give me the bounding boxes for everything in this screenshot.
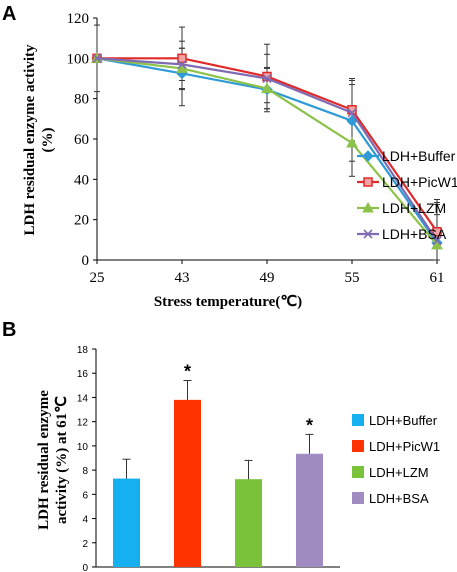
chart-a-x-tick-label: 49 [260, 270, 275, 286]
chart-a-x-tick-label: 43 [175, 270, 190, 286]
chart-a-point-ldh-picw1 [432, 227, 442, 237]
panel-a-letter: A [2, 3, 16, 25]
panel-b-letter: B [2, 319, 16, 341]
chart-a-y-tick-label: 80 [74, 92, 89, 108]
chart-a-point-ldh-bsa-stroke [347, 108, 357, 118]
chart-a-y-tick-label: 0 [82, 253, 90, 269]
chart-b-legend-swatch-ldh-picw1 [352, 440, 364, 452]
chart-a-legend-marker-ldh-buffer [362, 150, 374, 162]
chart-b-legend-label-ldh-buffer: LDH+Buffer [369, 413, 438, 428]
chart-b-y-tick-label: 10 [77, 442, 89, 453]
chart-a-legend-label-ldh-bsa: LDH+BSA [382, 226, 447, 242]
chart-a-point-ldh-bsa-stroke [262, 73, 272, 84]
chart-a-y-tick-label: 100 [67, 51, 90, 67]
chart-b-legend-swatch-ldh-lzm [352, 466, 364, 478]
chart-a-y-tick-label: 40 [74, 172, 89, 188]
chart-a-legend-marker-ldh-picw1 [363, 177, 373, 187]
chart-a-legend-label-ldh-picw1: LDH+PicW1 [382, 174, 457, 190]
chart-a-legend-label-ldh-lzm: LDH+LZM [382, 200, 446, 216]
chart-a-point-ldh-lzm [346, 137, 358, 148]
chart-a-point-ldh-bsa-stroke [432, 236, 442, 246]
chart-a: 0 20 40 60 80 100 120 25 43 49 55 61 LDH+Buffer LDH+P… [67, 11, 457, 286]
chart-a-legend-label-ldh-buffer: LDH+Buffer [382, 148, 456, 164]
chart-a-y-tick-label: 120 [67, 11, 90, 27]
chart-a-x-tick-label: 55 [345, 270, 360, 286]
chart-a-y-tick-label: 60 [74, 132, 89, 148]
chart-b-bar-ldh-picw1 [174, 399, 201, 567]
chart-a-x-tick-label: 25 [90, 270, 105, 286]
chart-a-ylabel-line2: (%) [40, 128, 56, 153]
chart-a-point-ldh-bsa [92, 53, 102, 63]
chart-b-bar-ldh-bsa [296, 453, 323, 567]
chart-b-y-tick-label: 18 [77, 345, 89, 356]
chart-b-ylabel-line1: LDH residual enzyme [36, 390, 52, 530]
chart-a-point-ldh-bsa-stroke [177, 59, 187, 69]
chart-a-point-ldh-bsa-stroke [92, 53, 102, 63]
chart-b-legend-label-ldh-picw1: LDH+PicW1 [369, 439, 440, 454]
chart-a-point-ldh-bsa [432, 236, 442, 246]
chart-b-legend-label-ldh-lzm: LDH+LZM [369, 465, 429, 480]
chart-a-y-tick-label: 20 [74, 213, 89, 229]
chart-a-xlabel: Stress temperature(℃) [154, 294, 302, 310]
chart-a-legend-marker-ldh-bsa [363, 229, 373, 239]
chart-b-y-tick-label: 6 [82, 490, 88, 501]
chart-b-y-tick-label: 12 [77, 418, 89, 429]
chart-a-point-ldh-picw1 [262, 71, 272, 82]
chart-b: 0 2 4 6 8 10 12 14 16 18 * * LDH+Buffer LDH+PicW1 LDH+… [77, 345, 440, 572]
chart-b-ylabel-line2: activity (%) at 61℃ [54, 396, 70, 524]
chart-b-legend-swatch-ldh-bsa [352, 492, 364, 504]
chart-b-y-tick-label: 8 [82, 466, 88, 477]
chart-b-y-tick-label: 4 [82, 515, 88, 526]
chart-b-y-tick-label: 2 [82, 539, 88, 550]
chart-a-point-ldh-picw1 [177, 53, 187, 64]
chart-b-legend-swatch-ldh-buffer [352, 414, 364, 426]
chart-a-ylabel-line1: LDH residual enzyme activity [22, 44, 38, 235]
chart-b-bar-ldh-lzm [235, 479, 262, 567]
chart-a-point-ldh-bsa [262, 73, 272, 84]
chart-b-y-tick-label: 14 [77, 393, 89, 404]
chart-b-significance-marker: * [306, 415, 313, 435]
chart-b-y-tick-label: 0 [82, 563, 88, 572]
chart-b-y-tick-label: 16 [77, 369, 89, 380]
chart-a-point-ldh-bsa [177, 59, 187, 69]
chart-a-x-tick-label: 61 [430, 270, 445, 286]
chart-a-legend-marker-ldh-bsa-stroke [363, 229, 373, 239]
chart-a-point-ldh-lzm [261, 82, 273, 94]
chart-b-bar-ldh-buffer [113, 478, 140, 567]
chart-a-legend-marker-ldh-lzm [362, 201, 374, 213]
chart-b-significance-marker: * [184, 361, 191, 381]
chart-a-point-ldh-bsa [347, 108, 357, 118]
chart-b-legend-label-ldh-bsa: LDH+BSA [369, 491, 429, 506]
